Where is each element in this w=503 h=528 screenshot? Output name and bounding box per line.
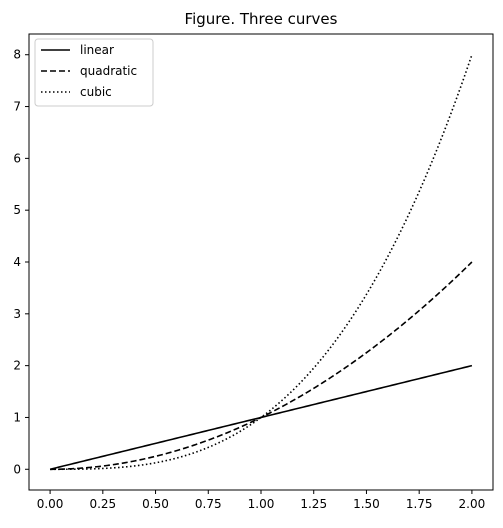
- x-tick-label: 0.75: [195, 497, 222, 511]
- y-tick-label: 3: [13, 307, 21, 321]
- y-tick-label: 6: [13, 151, 21, 165]
- legend-label: linear: [80, 43, 114, 57]
- x-tick-label: 0.50: [142, 497, 169, 511]
- y-tick-label: 4: [13, 255, 21, 269]
- plot-frame: [28, 33, 494, 491]
- chart-title: Figure. Three curves: [185, 10, 338, 28]
- x-tick-label: 0.25: [89, 497, 116, 511]
- y-tick-label: 0: [13, 462, 21, 476]
- x-tick-label: 2.00: [459, 497, 486, 511]
- legend-label: quadratic: [80, 64, 137, 78]
- x-tick-label: 0.00: [37, 497, 64, 511]
- y-tick-label: 5: [13, 203, 21, 217]
- series-line-cubic: [50, 54, 473, 471]
- y-tick-label: 2: [13, 359, 21, 373]
- legend: linear quadratic cubic: [34, 38, 154, 107]
- series-line-quadratic: [50, 261, 473, 471]
- y-tick-label: 7: [13, 100, 21, 114]
- x-tick-label: 1.75: [406, 497, 433, 511]
- x-tick-label: 1.50: [353, 497, 380, 511]
- y-tick-label: 1: [13, 410, 21, 424]
- legend-label: cubic: [80, 85, 112, 99]
- x-tick-label: 1.25: [300, 497, 327, 511]
- legend-box: [34, 38, 154, 107]
- x-tick-label: 1.00: [248, 497, 275, 511]
- y-tick-label: 8: [13, 48, 21, 62]
